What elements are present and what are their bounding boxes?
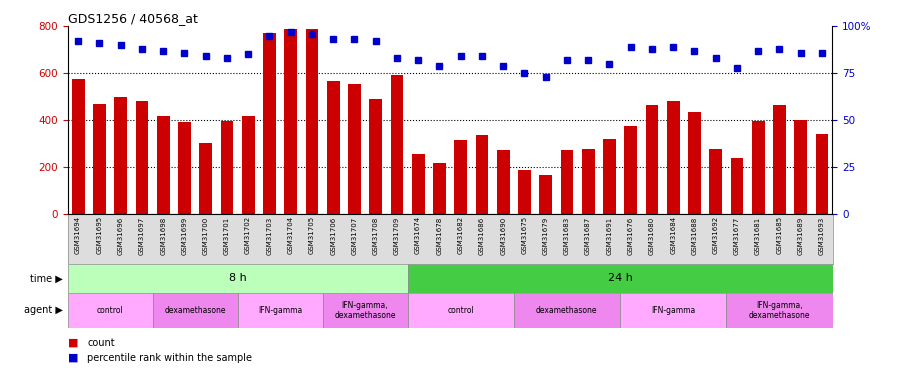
Text: agent ▶: agent ▶: [24, 305, 63, 315]
Bar: [348, 84, 361, 214]
Text: GSM31707: GSM31707: [351, 216, 357, 255]
Bar: [93, 104, 106, 214]
Bar: [114, 97, 127, 214]
Bar: [518, 170, 531, 214]
Bar: [220, 121, 233, 214]
Bar: [794, 120, 807, 214]
Text: GSM31685: GSM31685: [777, 216, 782, 254]
Bar: [408, 292, 514, 328]
Bar: [433, 164, 446, 214]
Text: GSM31708: GSM31708: [373, 216, 379, 255]
Text: GSM31676: GSM31676: [627, 216, 634, 255]
Text: GSM31686: GSM31686: [479, 216, 485, 255]
Text: GSM31679: GSM31679: [543, 216, 549, 255]
Bar: [305, 28, 319, 214]
Text: GSM31688: GSM31688: [691, 216, 698, 255]
Text: GSM31702: GSM31702: [245, 216, 251, 254]
Bar: [322, 292, 408, 328]
Text: GSM31698: GSM31698: [160, 216, 166, 255]
Text: GSM31706: GSM31706: [330, 216, 336, 255]
Bar: [752, 121, 764, 214]
Text: GSM31700: GSM31700: [202, 216, 209, 255]
Bar: [411, 154, 425, 214]
Text: GSM31683: GSM31683: [564, 216, 570, 255]
Bar: [620, 292, 726, 328]
Bar: [238, 292, 322, 328]
Text: GSM31682: GSM31682: [457, 216, 464, 254]
Text: GSM31678: GSM31678: [436, 216, 443, 255]
Bar: [625, 126, 637, 214]
Text: control: control: [447, 306, 474, 315]
Bar: [514, 292, 620, 328]
Text: GSM31684: GSM31684: [670, 216, 676, 254]
Text: IFN-gamma,
dexamethasone: IFN-gamma, dexamethasone: [749, 301, 810, 320]
Bar: [709, 149, 722, 214]
Text: ■: ■: [68, 338, 78, 348]
Text: time ▶: time ▶: [31, 273, 63, 284]
Bar: [688, 112, 701, 214]
Text: 8 h: 8 h: [229, 273, 247, 284]
Text: GSM31703: GSM31703: [266, 216, 273, 255]
Text: GSM31689: GSM31689: [797, 216, 804, 255]
Bar: [773, 105, 786, 214]
Bar: [561, 150, 573, 214]
Bar: [731, 158, 743, 214]
Bar: [199, 144, 212, 214]
Bar: [667, 101, 680, 214]
Bar: [539, 175, 552, 214]
Text: GSM31675: GSM31675: [521, 216, 527, 254]
Text: GSM31701: GSM31701: [224, 216, 230, 255]
Text: GSM31691: GSM31691: [607, 216, 612, 255]
Text: GSM31681: GSM31681: [755, 216, 761, 255]
Text: control: control: [96, 306, 123, 315]
Text: dexamethasone: dexamethasone: [536, 306, 598, 315]
Text: count: count: [87, 338, 115, 348]
Text: GSM31690: GSM31690: [500, 216, 506, 255]
Bar: [136, 101, 149, 214]
Bar: [497, 150, 509, 214]
Bar: [178, 122, 191, 214]
Text: dexamethasone: dexamethasone: [164, 306, 226, 315]
Bar: [391, 75, 403, 214]
Text: GDS1256 / 40568_at: GDS1256 / 40568_at: [68, 12, 197, 25]
Text: GSM31687: GSM31687: [585, 216, 591, 255]
Text: ■: ■: [68, 353, 78, 363]
Text: GSM31693: GSM31693: [819, 216, 825, 255]
Bar: [726, 292, 832, 328]
Bar: [408, 264, 832, 292]
Bar: [72, 79, 85, 214]
Bar: [603, 139, 616, 214]
Text: GSM31699: GSM31699: [182, 216, 187, 255]
Bar: [581, 149, 595, 214]
Bar: [157, 117, 169, 214]
Bar: [68, 264, 408, 292]
Bar: [815, 134, 828, 214]
Text: GSM31680: GSM31680: [649, 216, 655, 255]
Text: 24 h: 24 h: [608, 273, 633, 284]
Text: GSM31694: GSM31694: [75, 216, 81, 254]
Bar: [284, 28, 297, 214]
Text: IFN-gamma: IFN-gamma: [258, 306, 302, 315]
Text: GSM31695: GSM31695: [96, 216, 103, 254]
Bar: [475, 135, 488, 214]
Bar: [369, 99, 382, 214]
Text: IFN-gamma: IFN-gamma: [651, 306, 695, 315]
Bar: [152, 292, 238, 328]
Text: GSM31709: GSM31709: [394, 216, 400, 255]
Text: GSM31696: GSM31696: [118, 216, 123, 255]
Bar: [327, 81, 339, 214]
Text: GSM31677: GSM31677: [734, 216, 740, 255]
Bar: [242, 117, 255, 214]
Text: GSM31705: GSM31705: [309, 216, 315, 254]
Text: GSM31692: GSM31692: [713, 216, 718, 254]
Bar: [68, 292, 152, 328]
Bar: [645, 105, 658, 214]
Text: IFN-gamma,
dexamethasone: IFN-gamma, dexamethasone: [334, 301, 396, 320]
Text: GSM31674: GSM31674: [415, 216, 421, 254]
Text: GSM31704: GSM31704: [288, 216, 293, 254]
Text: percentile rank within the sample: percentile rank within the sample: [87, 353, 252, 363]
Bar: [454, 140, 467, 214]
Bar: [263, 33, 275, 214]
Text: GSM31697: GSM31697: [139, 216, 145, 255]
